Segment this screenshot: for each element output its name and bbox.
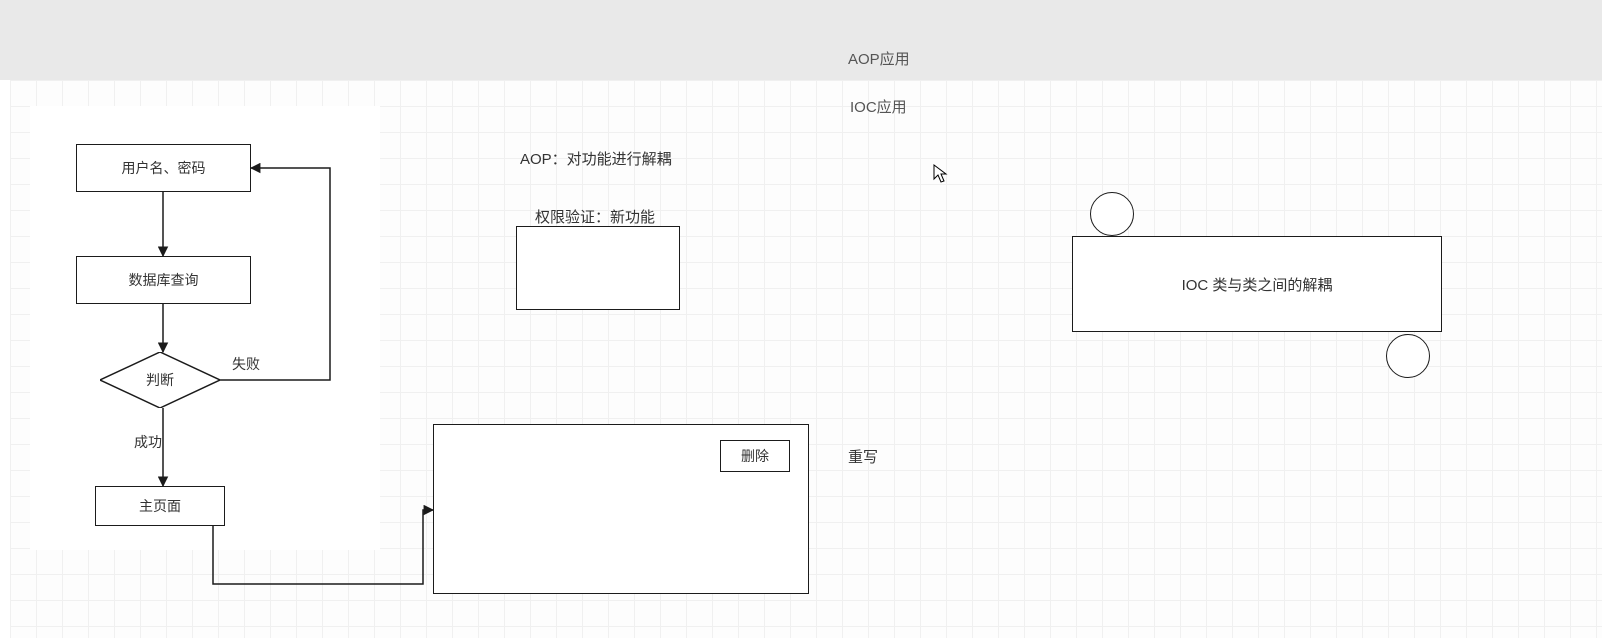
aop-delete-button[interactable]: 删除 (720, 440, 790, 472)
aop-subtitle: 权限验证：新功能 (535, 206, 655, 227)
ioc-top-circle[interactable] (1090, 192, 1134, 236)
ioc-bottom-circle[interactable] (1386, 334, 1430, 378)
ioc-box-label: IOC 类与类之间的解耦 (1182, 274, 1333, 295)
aop-rewrite-label: 重写 (848, 446, 878, 467)
aop-delete-button-label: 删除 (741, 446, 769, 466)
aop-title: AOP：对功能进行解耦 (520, 148, 672, 169)
header-aop-label: AOP应用 (848, 48, 910, 69)
top-bar (0, 0, 1602, 80)
aop-small-box[interactable] (516, 226, 680, 310)
diagram-canvas[interactable]: IOC应用 用户名、密码 数据库查询 判断 主页面 失败 成功 (10, 80, 1602, 638)
ioc-box[interactable]: IOC 类与类之间的解耦 (1072, 236, 1442, 332)
cursor-icon (933, 164, 949, 189)
